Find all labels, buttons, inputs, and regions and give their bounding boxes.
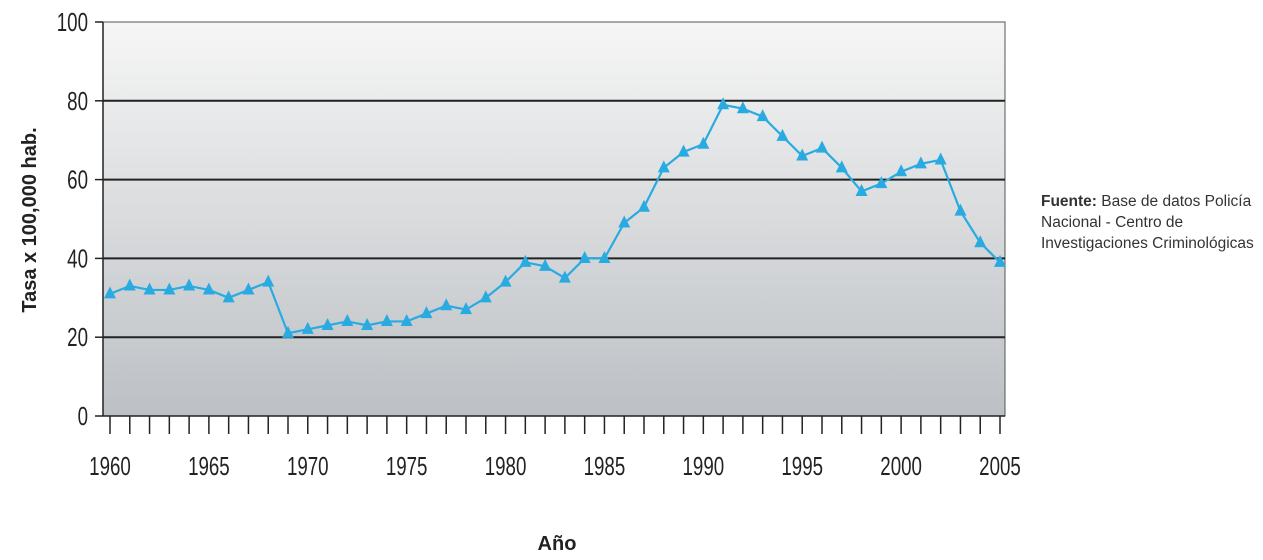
x-tick-label: 1985 — [584, 451, 626, 481]
tick-labels: 0 20 40 60 80 100 1960 1965 1970 1975 1980 1985 1990… — [57, 7, 1021, 481]
data-point-marker — [974, 235, 987, 248]
data-point-marker — [222, 290, 235, 303]
x-tick-label: 1990 — [683, 451, 725, 481]
source-text: Base de datos Policía Nacional - Centro … — [1041, 193, 1254, 252]
x-tick-label: 1970 — [287, 451, 329, 481]
data-point-marker — [776, 128, 789, 141]
y-tick-label: 80 — [67, 86, 88, 116]
data-point-marker — [163, 282, 176, 295]
data-point-marker — [321, 317, 334, 330]
y-tick-label: 60 — [67, 164, 88, 194]
data-point-marker — [380, 314, 393, 326]
data-point-marker — [301, 321, 314, 334]
data-point-marker — [361, 317, 374, 330]
source-note: Fuente: Base de datos Policía Nacional -… — [1041, 191, 1256, 254]
x-axis-title: Año — [538, 533, 577, 555]
series-line-path — [109, 103, 1001, 335]
x-tick-label: 1980 — [485, 451, 527, 481]
data-point-marker — [618, 215, 631, 228]
data-point-marker — [104, 286, 116, 299]
data-point-marker — [499, 274, 512, 287]
axes — [95, 21, 1005, 434]
x-tick-label: 1960 — [89, 451, 131, 481]
y-tick-label: 20 — [67, 322, 88, 352]
x-tick-label: 2005 — [979, 451, 1021, 481]
data-point-marker — [479, 290, 492, 303]
x-tick-label: 1975 — [386, 451, 428, 481]
data-point-marker — [420, 306, 433, 319]
data-point-marker — [736, 101, 749, 114]
x-tick-label: 2000 — [880, 451, 922, 481]
data-point-marker — [816, 140, 828, 153]
data-point-marker — [657, 160, 670, 173]
data-point-marker — [677, 144, 690, 157]
data-point-marker — [558, 270, 571, 283]
data-point-marker — [954, 203, 967, 216]
data-point-marker — [855, 183, 868, 196]
data-point-marker — [914, 156, 927, 169]
data-point-marker — [242, 282, 255, 295]
data-point-marker — [282, 325, 294, 338]
data-point-marker — [202, 282, 215, 295]
x-tick-label: 1965 — [188, 451, 230, 481]
data-point-marker — [875, 176, 888, 189]
data-point-marker — [796, 148, 809, 161]
data-point-marker — [183, 278, 196, 291]
data-point-marker — [123, 278, 136, 291]
data-point-marker — [460, 302, 472, 315]
data-point-marker — [341, 314, 354, 326]
data-point-marker — [697, 136, 710, 149]
data-point-marker — [400, 314, 413, 326]
y-tick-label: 40 — [67, 243, 88, 273]
data-point-marker — [756, 109, 769, 122]
data-point-marker — [539, 258, 552, 271]
data-point-marker — [598, 250, 611, 263]
data-point-marker — [835, 160, 848, 173]
y-tick-label: 0 — [78, 401, 88, 431]
data-point-marker — [934, 152, 947, 165]
data-point-marker — [895, 164, 908, 177]
data-point-marker — [717, 97, 730, 110]
data-point-marker — [519, 254, 532, 267]
series-line — [104, 97, 1006, 338]
data-point-marker — [638, 199, 650, 212]
gridlines — [103, 99, 1005, 339]
x-tick-label: 1995 — [781, 451, 823, 481]
plot-area — [102, 21, 1006, 417]
y-tick-label: 100 — [57, 7, 88, 37]
data-point-marker — [143, 282, 156, 295]
data-point-marker — [578, 250, 591, 263]
data-point-marker — [262, 274, 275, 287]
data-point-marker — [440, 298, 453, 311]
source-label: Fuente: — [1041, 193, 1097, 210]
data-point-marker — [994, 254, 1006, 267]
y-axis-title: Tasa x 100,000 hab. — [19, 127, 41, 312]
